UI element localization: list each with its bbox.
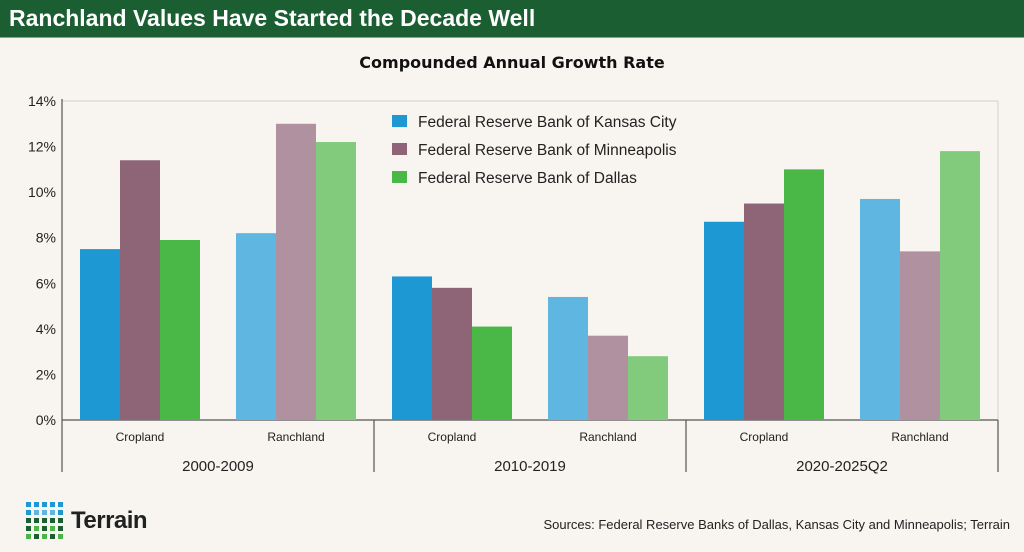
category-label: Cropland xyxy=(428,430,477,444)
y-tick-label: 10% xyxy=(28,184,56,200)
category-label: Cropland xyxy=(740,430,789,444)
bar-cropland xyxy=(784,169,824,420)
y-tick-label: 8% xyxy=(36,230,56,246)
bar-ranchland xyxy=(900,251,940,420)
y-tick-label: 6% xyxy=(36,275,56,291)
category-label: Ranchland xyxy=(891,430,948,444)
y-tick-label: 0% xyxy=(36,412,56,428)
legend-label: Federal Reserve Bank of Minneapolis xyxy=(418,142,677,159)
source-note: Sources: Federal Reserve Banks of Dallas… xyxy=(543,517,1010,532)
title-bar: Ranchland Values Have Started the Decade… xyxy=(0,0,1024,38)
y-tick-label: 2% xyxy=(36,366,56,382)
logo-dots-icon xyxy=(26,502,63,539)
group-label: 2010-2019 xyxy=(494,458,566,475)
bar-cropland xyxy=(704,221,744,420)
legend-swatch xyxy=(392,143,407,155)
y-tick-label: 4% xyxy=(36,321,56,337)
y-tick-label: 12% xyxy=(28,139,56,155)
bar-cropland xyxy=(392,276,432,420)
category-label: Cropland xyxy=(116,430,165,444)
bar-ranchland xyxy=(860,198,900,420)
bar-cropland xyxy=(80,249,120,420)
category-label: Ranchland xyxy=(267,430,324,444)
bar-ranchland xyxy=(316,142,356,420)
y-tick-label: 14% xyxy=(28,93,56,109)
bar-ranchland xyxy=(548,296,588,420)
group-label: 2000-2009 xyxy=(182,458,254,475)
legend-label: Federal Reserve Bank of Dallas xyxy=(418,170,637,187)
page-title: Ranchland Values Have Started the Decade… xyxy=(9,5,536,31)
bar-ranchland xyxy=(276,123,316,421)
bar-ranchland xyxy=(628,356,668,420)
legend-label: Federal Reserve Bank of Kansas City xyxy=(418,114,677,131)
bar-cropland xyxy=(432,287,472,420)
bar-ranchland xyxy=(588,335,628,420)
category-label: Ranchland xyxy=(579,430,636,444)
bar-cropland xyxy=(160,239,200,420)
terrain-logo: Terrain xyxy=(26,502,148,539)
bar-cropland xyxy=(120,160,160,420)
bar-cropland xyxy=(472,326,512,420)
group-label: 2020-2025Q2 xyxy=(796,458,888,475)
bar-cropland xyxy=(744,203,784,420)
chart-title: Compounded Annual Growth Rate xyxy=(359,53,665,72)
bar-ranchland xyxy=(236,233,276,420)
legend-swatch xyxy=(392,115,407,127)
logo-text: Terrain xyxy=(71,506,148,534)
bar-ranchland xyxy=(940,151,980,420)
legend-swatch xyxy=(392,171,407,183)
